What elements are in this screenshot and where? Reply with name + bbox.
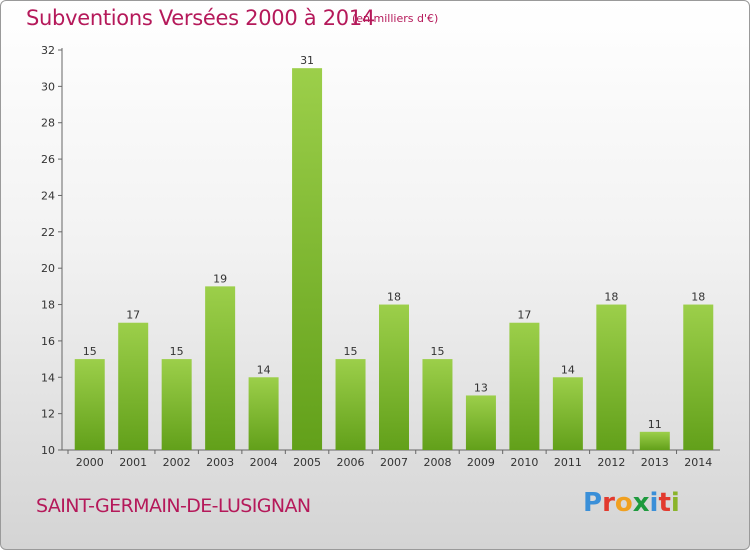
- data-label-2004: 14: [257, 363, 271, 376]
- logo-letter: x: [632, 488, 650, 518]
- x-tick-label-2004: 2004: [250, 456, 278, 469]
- bar-2003: [205, 286, 236, 450]
- logo-letter: t: [658, 488, 671, 518]
- data-labels: 15 17 15 19 14 31 15 18 15 13 17 14 18 11 18: [83, 54, 706, 431]
- bar-2010: [509, 322, 540, 450]
- bar-2008: [422, 359, 453, 450]
- x-tick-label-2011: 2011: [554, 456, 582, 469]
- data-label-2005: 31: [300, 54, 314, 67]
- logo-letter: i: [670, 488, 680, 518]
- y-tick-label: 28: [41, 117, 55, 130]
- y-tick-label: 20: [41, 262, 55, 275]
- x-tick-label-2007: 2007: [380, 456, 408, 469]
- data-label-2014: 18: [691, 291, 705, 304]
- y-tick-label: 10: [41, 444, 55, 457]
- x-tick-label-2006: 2006: [337, 456, 365, 469]
- bar-2005: [292, 68, 323, 450]
- x-tick-label-2008: 2008: [423, 456, 451, 469]
- data-label-2002: 15: [170, 345, 184, 358]
- logo-letter: P: [583, 488, 603, 518]
- data-label-2006: 15: [344, 345, 358, 358]
- bar-2002: [161, 359, 192, 450]
- bar-2000: [74, 359, 105, 450]
- y-tick-label: 30: [41, 80, 55, 93]
- x-tick-label-2012: 2012: [597, 456, 625, 469]
- y-tick-label: 16: [41, 335, 55, 348]
- bar-2011: [552, 377, 583, 450]
- logo-letter: r: [602, 488, 615, 518]
- y-tick-label: 26: [41, 153, 55, 166]
- data-label-2008: 15: [430, 345, 444, 358]
- bars: [74, 68, 714, 450]
- bar-2007: [379, 304, 409, 450]
- chart-title: Subventions Versées 2000 à 2014: [26, 6, 375, 30]
- data-label-2003: 19: [213, 272, 227, 285]
- x-tick-label-2005: 2005: [293, 456, 321, 469]
- y-tick-label: 22: [41, 226, 55, 239]
- bar-2006: [335, 359, 366, 450]
- logo-letter: o: [614, 488, 633, 518]
- x-tick-label-2003: 2003: [206, 456, 234, 469]
- y-tick-label: 12: [41, 408, 55, 421]
- proxiti-logo[interactable]: Proxiti: [583, 488, 680, 518]
- unit-label: (en milliers d'€): [352, 12, 439, 25]
- x-tick-label-2010: 2010: [510, 456, 538, 469]
- y-tick-label: 32: [41, 44, 55, 57]
- data-label-2000: 15: [83, 345, 97, 358]
- bar-2012: [596, 304, 627, 450]
- commune-name: SAINT-GERMAIN-DE-LUSIGNAN: [36, 495, 311, 517]
- x-tick-label-2002: 2002: [163, 456, 191, 469]
- y-tick-label: 24: [41, 189, 55, 202]
- y-tick-label: 14: [41, 371, 55, 384]
- x-tick-label-2001: 2001: [119, 456, 147, 469]
- bar-2013: [639, 431, 670, 450]
- x-tick-label-2009: 2009: [467, 456, 495, 469]
- data-label-2009: 13: [474, 381, 488, 394]
- bar-2009: [465, 395, 496, 450]
- data-label-2001: 17: [126, 309, 140, 322]
- x-tick-label-2013: 2013: [641, 456, 669, 469]
- data-label-2013: 11: [648, 418, 662, 431]
- bar-2014: [683, 304, 714, 450]
- x-tick-label-2014: 2014: [684, 456, 712, 469]
- x-tick-label-2000: 2000: [76, 456, 104, 469]
- logo-letter: i: [649, 488, 659, 518]
- data-label-2007: 18: [387, 291, 401, 304]
- data-label-2011: 14: [561, 363, 575, 376]
- bar-2004: [248, 377, 279, 450]
- data-label-2010: 17: [517, 309, 531, 322]
- y-tick-label: 18: [41, 299, 55, 312]
- bar-2001: [118, 322, 149, 450]
- data-label-2012: 18: [604, 291, 618, 304]
